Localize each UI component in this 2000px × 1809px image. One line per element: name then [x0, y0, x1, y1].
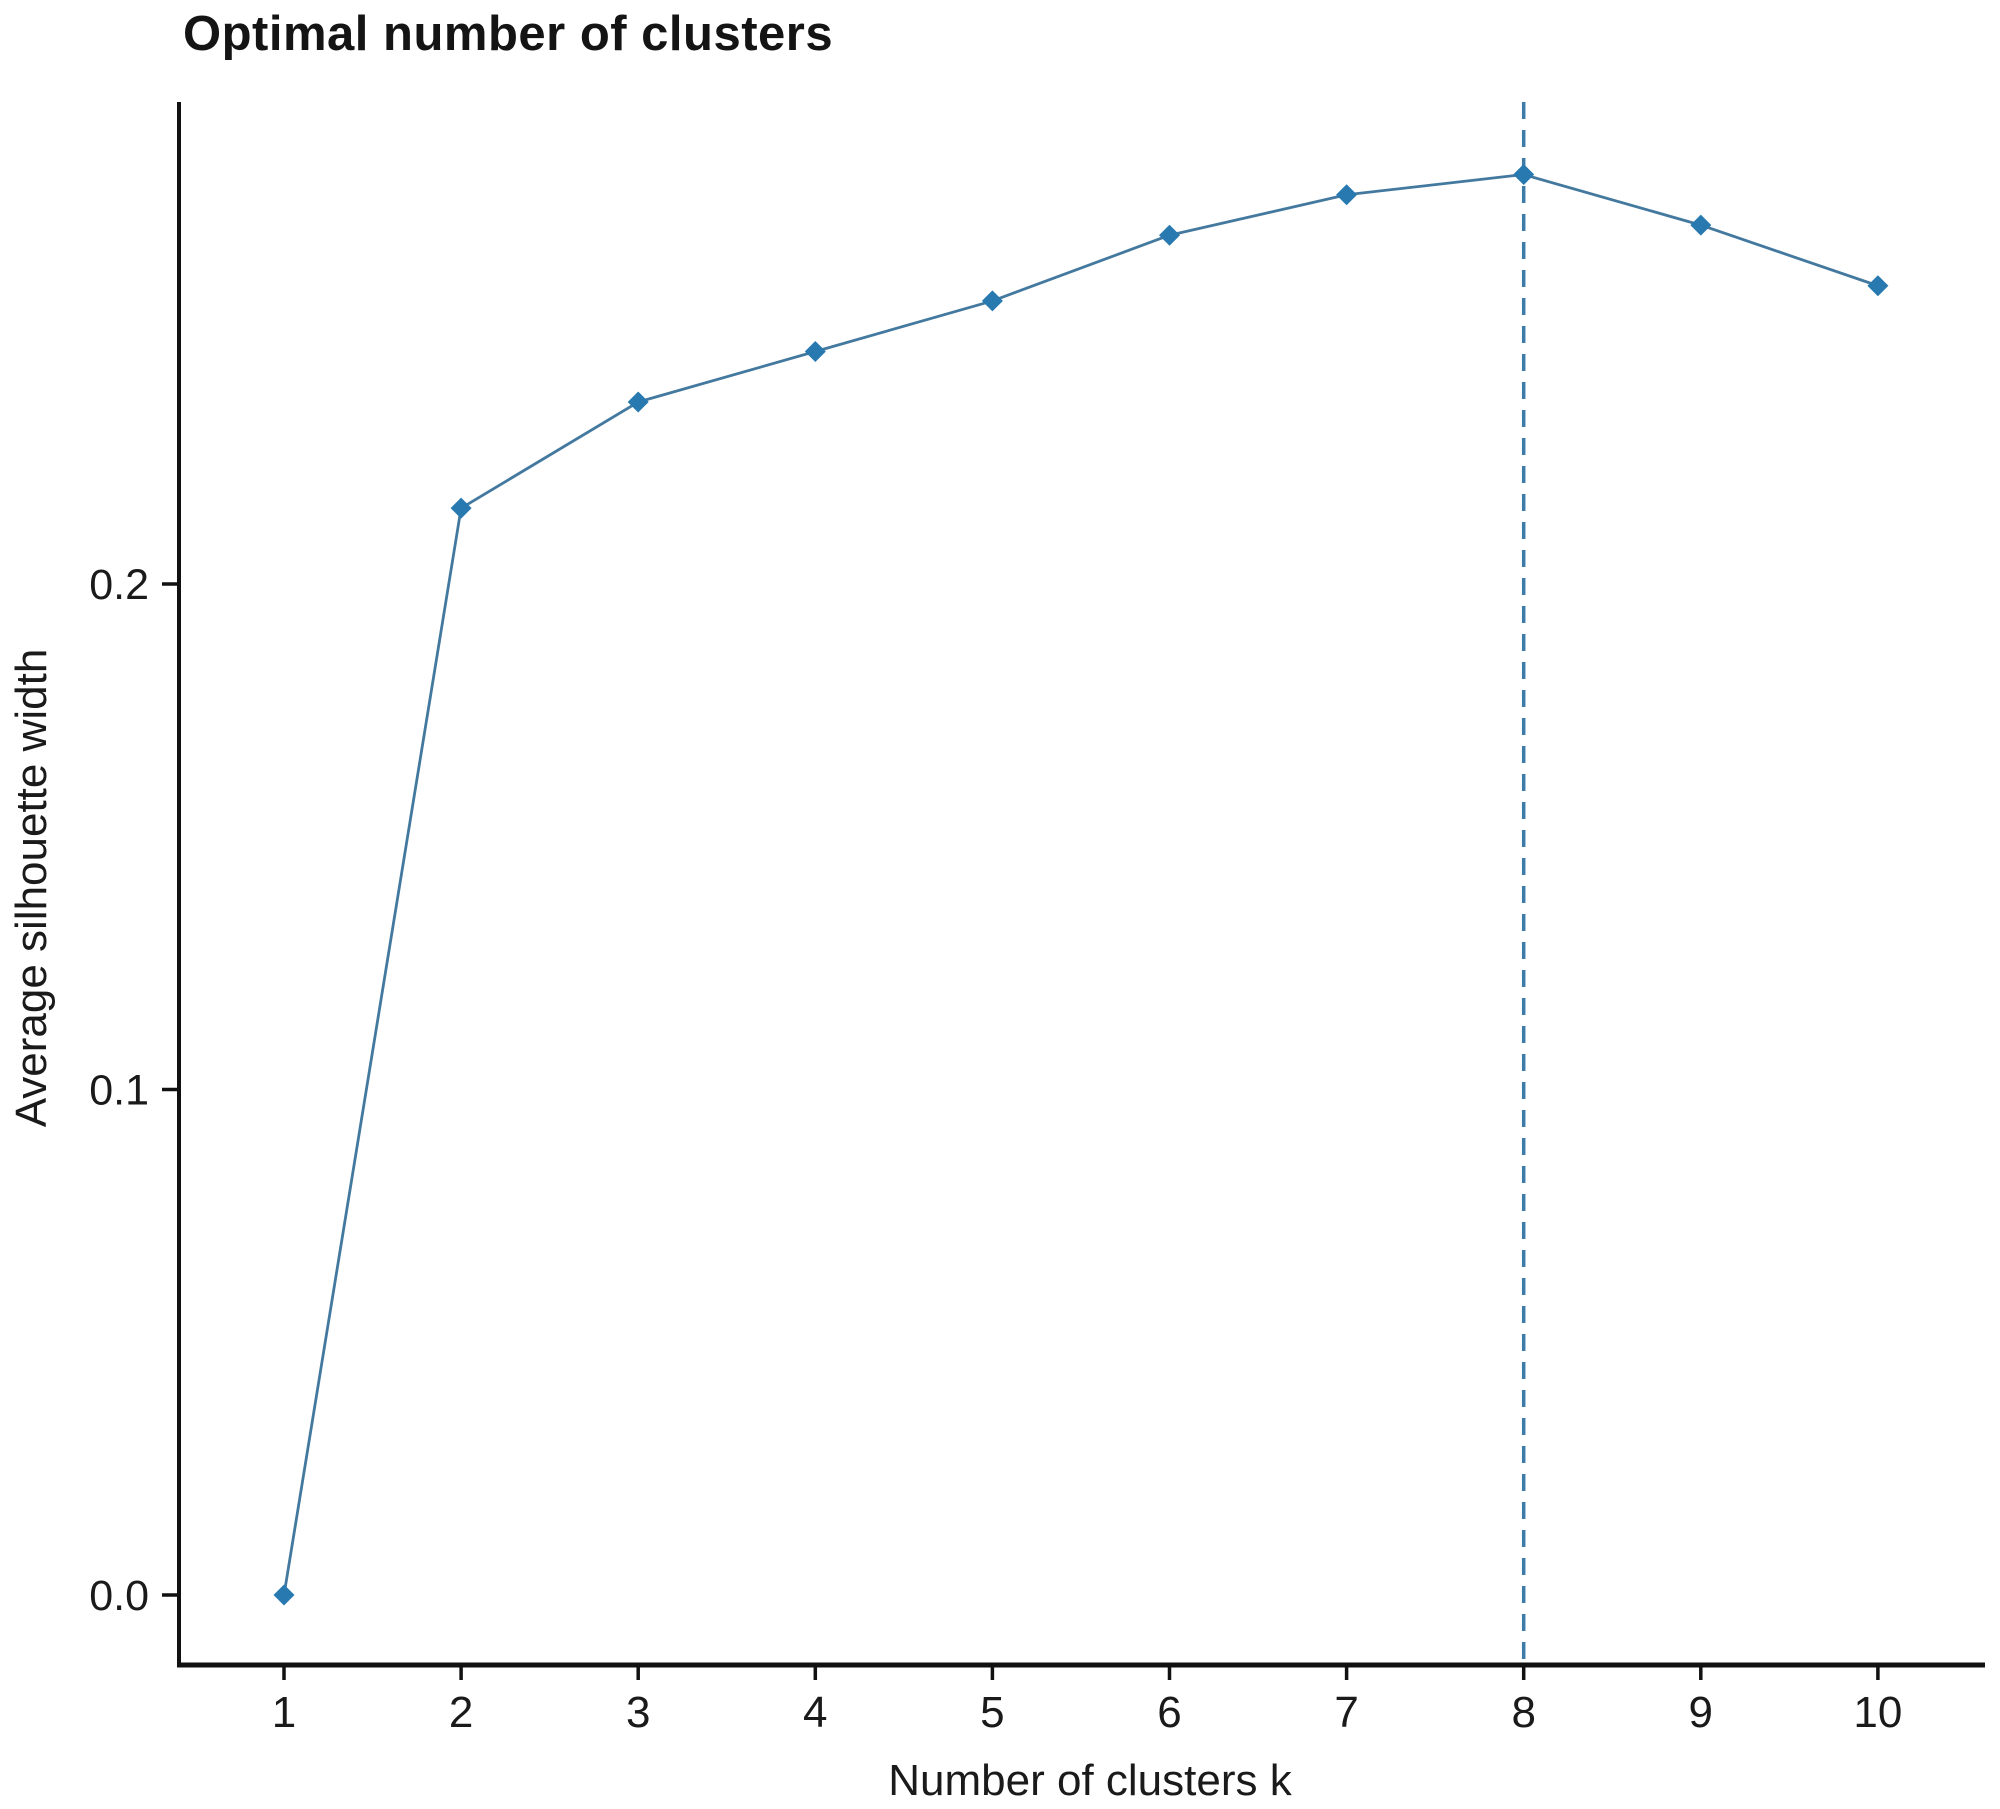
data-point-k10 — [1867, 275, 1889, 297]
silhouette-line — [282, 173, 1879, 1596]
data-point-k1 — [273, 1584, 295, 1606]
chart-title: Optimal number of clusters — [183, 7, 834, 61]
data-point-k9 — [1690, 214, 1712, 236]
x-tick-label-9: 9 — [1689, 1688, 1713, 1737]
data-point-k3 — [627, 391, 649, 413]
x-tick-label-6: 6 — [1157, 1688, 1181, 1737]
x-tick-label-4: 4 — [803, 1688, 827, 1737]
data-point-k4 — [804, 340, 826, 362]
x-tick-label-2: 2 — [449, 1688, 473, 1737]
data-point-k7 — [1336, 184, 1358, 206]
y-axis-title: Average silhouette width — [7, 649, 56, 1128]
x-axis-title: Number of clusters k — [888, 1756, 1292, 1805]
x-tick-label-1: 1 — [272, 1688, 296, 1737]
x-tick-label-7: 7 — [1334, 1688, 1358, 1737]
y-tick-label-0.2: 0.2 — [89, 561, 149, 609]
data-point-k6 — [1159, 224, 1180, 246]
x-tick-label-3: 3 — [626, 1688, 650, 1737]
y-tick-label-0.0: 0.0 — [89, 1572, 149, 1620]
data-point-k2 — [450, 497, 472, 519]
data-point-k5 — [981, 290, 1003, 312]
y-tick-label-0.1: 0.1 — [89, 1067, 149, 1115]
x-tick-label-5: 5 — [980, 1688, 1004, 1737]
x-tick-label-8: 8 — [1511, 1688, 1535, 1737]
data-point-k8 — [1513, 164, 1535, 186]
x-tick-label-10: 10 — [1853, 1688, 1902, 1737]
